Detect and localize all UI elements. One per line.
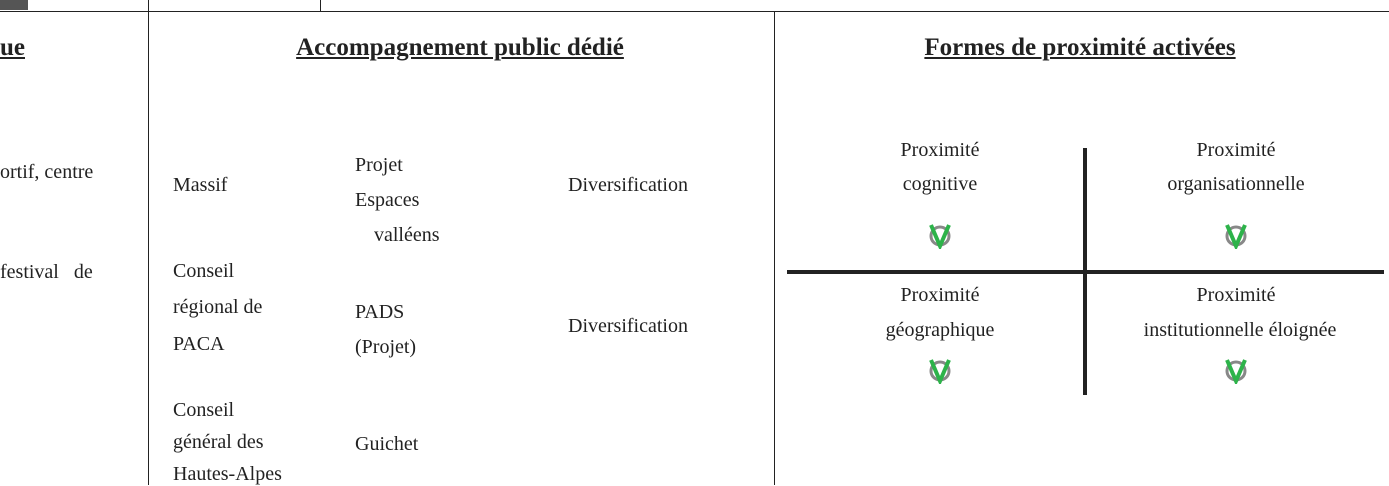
quadrant-label: cognitive (902, 173, 978, 195)
actor: PACA (173, 333, 225, 355)
actor: Conseil (173, 260, 235, 282)
actor: Massif (173, 174, 228, 196)
rule (0, 11, 1389, 12)
check-icon (929, 359, 951, 384)
project: Espaces (355, 189, 420, 211)
objective: Diversification (568, 174, 688, 196)
project: valléens (374, 224, 440, 246)
text-line: ortif, centre (0, 161, 94, 183)
text-line: festival de (0, 261, 93, 283)
quadrant-label: Proximité (900, 284, 980, 306)
actor: Hautes-Alpes (173, 463, 282, 485)
check-icon (929, 224, 951, 249)
quadrant-label: Proximité (900, 139, 980, 161)
check-icon (1225, 224, 1247, 249)
column-header: ue (0, 34, 25, 61)
rule (774, 11, 775, 485)
quadrant-divider (787, 270, 1384, 274)
quadrant-label: Proximité (1196, 139, 1276, 161)
project: Projet (355, 154, 403, 176)
quadrant-label: géographique (885, 319, 995, 341)
actor: Conseil (173, 399, 235, 421)
quadrant-label: Proximité (1196, 284, 1276, 306)
rule (148, 0, 149, 485)
corner-image (0, 0, 28, 10)
rule (320, 0, 321, 12)
objective: Diversification (568, 315, 688, 337)
quadrant-label: institutionnelle éloignée (1143, 319, 1337, 341)
column-header: Accompagnement public dédié (296, 34, 624, 61)
actor: régional de (173, 296, 263, 318)
actor: général des (173, 431, 264, 453)
project: Guichet (355, 433, 419, 455)
column-header: Formes de proximité activées (924, 34, 1236, 61)
project: PADS (355, 301, 405, 323)
quadrant-label: organisationnelle (1167, 173, 1305, 195)
check-icon (1225, 359, 1247, 384)
project: (Projet) (355, 336, 417, 358)
